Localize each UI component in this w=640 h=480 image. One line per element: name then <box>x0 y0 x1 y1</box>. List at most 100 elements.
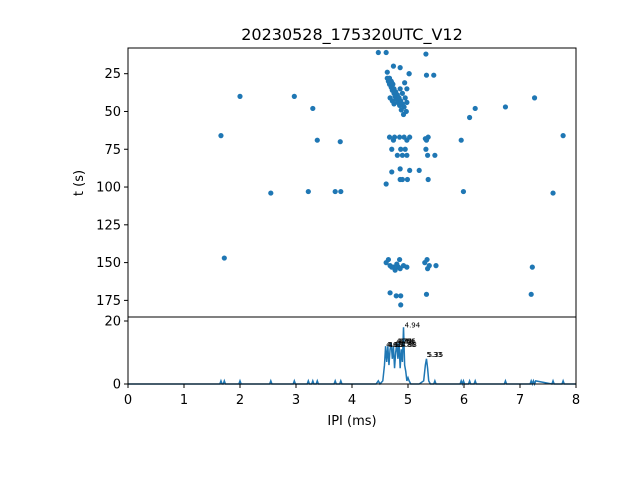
scatter-point <box>397 86 403 92</box>
scatter-points <box>218 49 566 308</box>
scatter-point <box>391 101 397 107</box>
histogram-axes-frame <box>127 316 577 385</box>
y-tick-label: 175 <box>96 294 121 309</box>
scatter-point <box>458 137 464 143</box>
scatter-point <box>399 90 405 96</box>
x-tick-label: 7 <box>516 393 524 408</box>
scatter-point <box>406 71 412 77</box>
peak-label: 4.94 <box>405 321 421 329</box>
peak-label: 4.61 <box>386 341 402 349</box>
scatter-point <box>403 108 409 115</box>
scatter-point <box>399 176 405 183</box>
scatter-point <box>433 263 439 269</box>
peak-label: 4.81 <box>397 338 413 346</box>
y-tick-label: 25 <box>104 67 121 82</box>
scatter-point <box>393 293 399 299</box>
scatter-point <box>397 65 403 71</box>
scatter-point <box>407 167 413 174</box>
x-tick-label: 5 <box>404 393 412 408</box>
scatter-point <box>431 72 437 78</box>
scatter-point <box>402 80 408 86</box>
scatter-point <box>221 255 227 261</box>
peak-label: 5.35 <box>428 351 444 359</box>
scatter-point <box>314 137 320 143</box>
scatter-point <box>398 293 404 299</box>
chart-title: 20230528_175320UTC_V12 <box>241 25 463 45</box>
scatter-point <box>389 264 395 270</box>
scatter-point <box>528 291 534 297</box>
scatter-point <box>398 146 404 152</box>
scatter-point <box>397 134 403 140</box>
histogram-y-ticks: 0 20 <box>104 315 128 393</box>
scatter-point <box>404 86 410 92</box>
peak-label: 4.79 <box>396 338 412 346</box>
scatter-point <box>550 190 556 196</box>
x-tick-label: 4 <box>348 393 356 408</box>
x-tick-label: 2 <box>236 393 244 408</box>
scatter-point <box>402 146 408 152</box>
peak-label: 4.84 <box>399 338 415 346</box>
x-tick-label: 6 <box>460 393 468 408</box>
scatter-point <box>423 72 430 78</box>
x-tick-label: 1 <box>180 393 188 408</box>
scatter-point <box>394 152 400 158</box>
scatter-point <box>387 290 393 296</box>
scatter-point <box>460 188 467 195</box>
scatter-point <box>432 152 438 158</box>
scatter-point <box>385 256 391 263</box>
scatter-point <box>404 176 411 183</box>
peak-label: 5.33 <box>426 351 442 359</box>
scatter-axes: 25 50 75 100 125 150 175 t (s) <box>72 47 577 318</box>
scatter-point <box>502 104 509 110</box>
scatter-point <box>404 137 410 143</box>
scatter-point <box>390 63 397 69</box>
scatter-point <box>389 146 395 152</box>
y-tick-label: 0 <box>113 378 121 393</box>
x-tick-label: 0 <box>124 393 132 408</box>
scatter-point <box>332 188 338 195</box>
scatter-point <box>305 188 311 195</box>
y-tick-label: 100 <box>96 181 121 196</box>
peak-label: 4.86 <box>400 338 416 346</box>
scatter-point <box>291 93 297 99</box>
scatter-point <box>404 264 410 270</box>
scatter-point <box>310 105 316 112</box>
y-tick-label: 20 <box>104 315 121 330</box>
scatter-point <box>386 134 393 140</box>
y-tick-label: 50 <box>104 105 121 120</box>
scatter-point <box>529 264 535 270</box>
peak-label: 4.63 <box>387 341 403 349</box>
scatter-point <box>416 167 422 174</box>
scatter-point <box>390 137 397 143</box>
scatter-point <box>398 107 404 113</box>
scatter-point <box>467 114 473 121</box>
scatter-point <box>375 49 381 56</box>
scatter-point <box>423 146 429 152</box>
scatter-point <box>425 152 431 158</box>
scatter-point <box>392 267 398 273</box>
scatter-point <box>398 302 404 308</box>
scatter-point <box>268 190 274 196</box>
scatter-point <box>424 256 430 263</box>
scatter-y-axis-label: t (s) <box>72 170 87 196</box>
scatter-point <box>383 181 389 187</box>
peak-labels: 4.944.794.814.844.864.614.634.654.864.88… <box>386 321 443 359</box>
scatter-point <box>423 51 429 57</box>
scatter-point <box>389 80 395 86</box>
scatter-point <box>337 139 343 145</box>
scatter-point <box>384 69 390 75</box>
scatter-y-ticks: 25 50 75 100 125 150 175 <box>96 67 128 309</box>
scatter-point <box>560 133 566 139</box>
scatter-point <box>426 263 432 269</box>
scatter-point <box>338 188 344 195</box>
scatter-point <box>404 152 410 158</box>
x-tick-label: 3 <box>292 393 300 408</box>
histogram-x-ticks: 0 1 2 3 4 5 6 7 8 <box>124 384 580 408</box>
scatter-point <box>472 105 478 112</box>
scatter-point <box>218 133 224 139</box>
scatter-point <box>423 291 430 297</box>
scatter-point <box>397 166 403 172</box>
scatter-point <box>399 152 405 158</box>
scatter-point <box>383 49 389 56</box>
